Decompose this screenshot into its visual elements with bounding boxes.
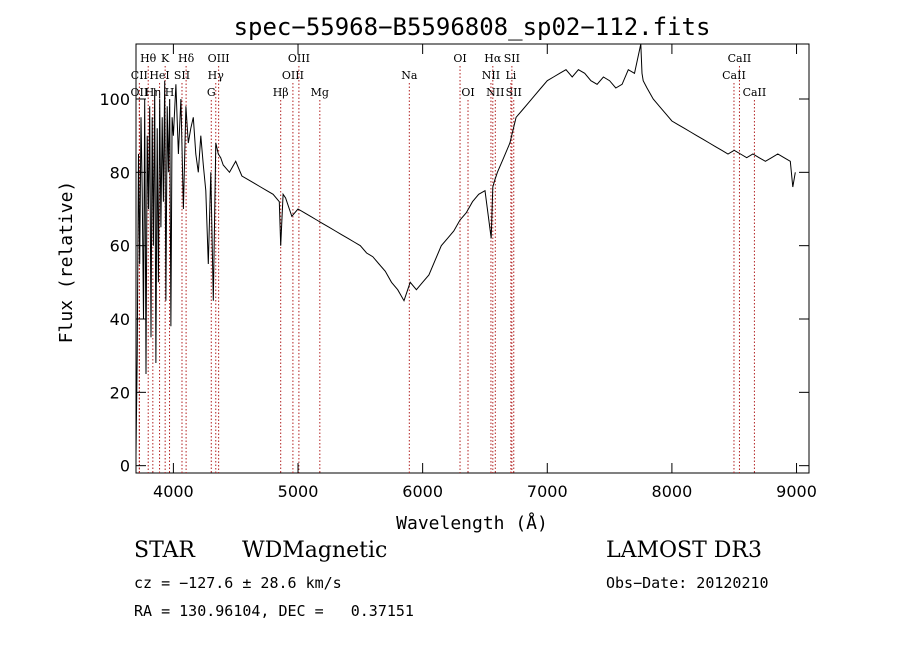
spectral-line-label: G — [207, 86, 216, 99]
redshift-value: cz = −127.6 ± 28.6 km/s — [134, 574, 342, 592]
spectral-line-label: OI — [453, 52, 466, 65]
y-tick-label: 20 — [110, 383, 130, 402]
chart-title: spec−55968−B5596808_sp02−112.fits — [234, 13, 711, 41]
spectral-line-label: CaII — [728, 52, 752, 65]
spectral-line-label: OIII — [282, 69, 304, 82]
y-axis-label: Flux (relative) — [56, 181, 77, 344]
spectral-line-label: NII — [486, 86, 504, 99]
sky-coordinates: RA = 130.96104, DEC = 0.37151 — [134, 602, 414, 620]
spectral-line-label: Hθ — [140, 52, 157, 65]
x-tick-label: 8000 — [652, 482, 693, 501]
survey-name: LAMOST DR3 — [606, 538, 762, 563]
spectral-line-label: OI — [461, 86, 474, 99]
x-tick-label: 4000 — [153, 482, 194, 501]
spectral-line-label: CII — [131, 69, 148, 82]
spectral-line-label: H — [165, 86, 175, 99]
spectral-line-label: Hα — [484, 52, 502, 65]
x-axis-label: Wavelength (Å) — [396, 512, 548, 534]
spectral-line-label: Mg — [311, 86, 329, 99]
object-class: STAR — [134, 538, 195, 563]
spectral-line-label: NII — [482, 69, 500, 82]
spectral-line-label: SII — [504, 52, 520, 65]
spectral-line-label: Hδ — [178, 52, 195, 65]
spectral-line-label: OIII — [208, 52, 230, 65]
spectral-line-label: SII — [174, 69, 190, 82]
spectral-line-label: Hγ — [208, 69, 225, 82]
spectral-line-label: Hη — [145, 86, 161, 99]
y-tick-label: 100 — [99, 90, 130, 109]
x-tick-label: 5000 — [278, 482, 319, 501]
y-tick-label: 60 — [110, 237, 130, 256]
spectral-line-label: CaII — [743, 86, 767, 99]
spectral-line-label: Na — [401, 69, 418, 82]
spectral-line-label: SII — [506, 86, 522, 99]
spectral-line-label: CaII — [722, 69, 746, 82]
observation-date: Obs−Date: 20120210 — [606, 574, 769, 592]
spectral-line-label: OIII — [288, 52, 310, 65]
x-tick-label: 7000 — [527, 482, 568, 501]
spectral-line-label: K — [161, 52, 170, 65]
spectral-line-label: Li — [505, 69, 516, 82]
y-tick-label: 0 — [120, 457, 130, 476]
x-tick-label: 9000 — [776, 482, 817, 501]
object-subclass: WDMagnetic — [242, 538, 388, 563]
y-tick-label: 40 — [110, 310, 130, 329]
spectral-line-label: HeI — [149, 69, 169, 82]
spectral-line-label: OII — [131, 86, 149, 99]
x-tick-label: 6000 — [402, 482, 443, 501]
plot-frame — [135, 43, 810, 474]
y-tick-label: 80 — [110, 163, 130, 182]
axis-group: 4000 5000 6000 7000 8000 9000 0 20 40 60 80 100 — [99, 44, 817, 501]
flux-series-line — [135, 43, 796, 455]
spectral-line-label: Hβ — [273, 86, 289, 99]
line-marker-group: Hθ CII OII K HeI Hη SII H Hδ OIII Hγ G OIII OIII Hβ Mg N… — [131, 52, 767, 473]
